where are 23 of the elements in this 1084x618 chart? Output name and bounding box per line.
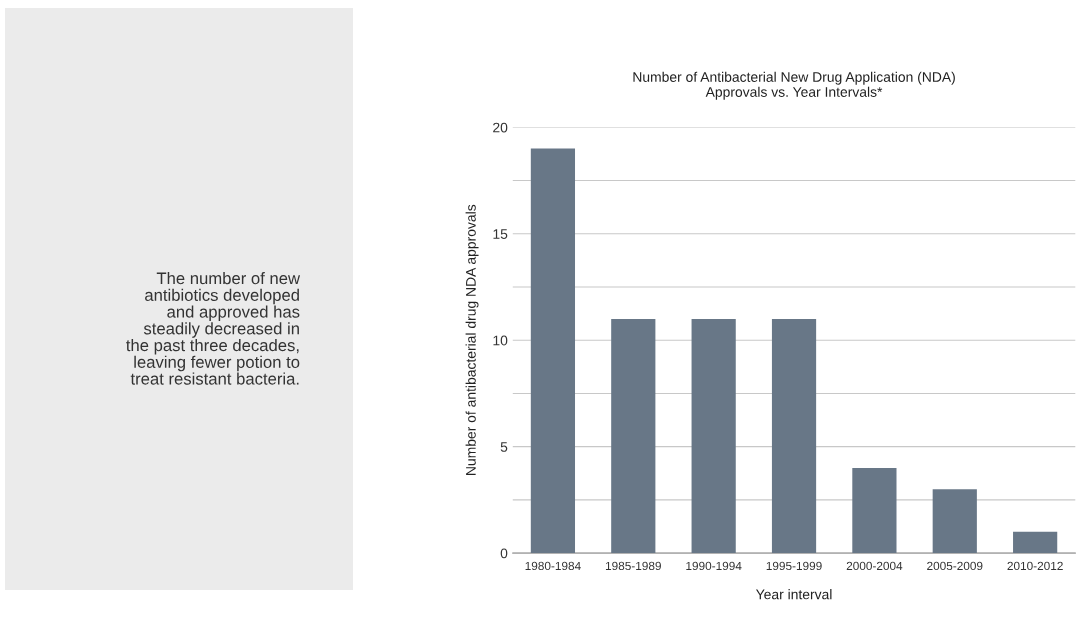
y-tick-label: 20 <box>493 122 508 133</box>
y-tick-label: 10 <box>493 335 508 346</box>
bar <box>932 489 977 554</box>
x-tick-label: 1985-1989 <box>605 561 661 571</box>
x-tick-label: 1995-1999 <box>766 561 822 571</box>
chart-title: Number of Antibacterial New Drug Application (NDA) Approvals vs. Year Intervals* <box>633 71 955 100</box>
x-tick-label: 2005-2009 <box>927 561 983 571</box>
x-tick-label: 1980-1984 <box>525 561 581 571</box>
bar <box>1013 531 1058 554</box>
bar <box>530 148 576 554</box>
bar <box>611 318 656 554</box>
y-tick-label: 0 <box>500 548 508 559</box>
x-tick-label: 2000-2004 <box>846 561 903 571</box>
y-tick-label: 5 <box>500 442 508 452</box>
x-axis-title: Year interval <box>755 589 832 600</box>
x-tick-label: 1990-1994 <box>686 561 742 571</box>
text: The number of new antibiotics developed and approved has steadily decreased in the past three decades, leaving fewer potion to treat resistant bacteria. <box>126 272 301 385</box>
y-tick-label: 15 <box>493 229 508 239</box>
y-axis-title: Number of antibacterial drug NDA approvals <box>465 204 479 475</box>
bar <box>771 318 817 554</box>
bar <box>852 467 897 554</box>
x-tick-label: 2010-2012 <box>1007 561 1063 571</box>
bar <box>691 318 736 554</box>
